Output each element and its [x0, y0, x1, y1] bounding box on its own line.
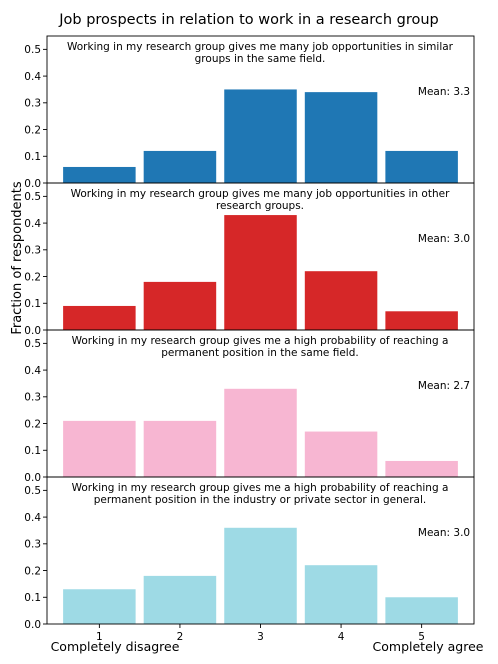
- y-tick-label: 0.3: [24, 392, 41, 404]
- y-tick-label: 0.5: [24, 44, 41, 56]
- y-tick-label: 0.2: [24, 418, 41, 430]
- bar-5: [385, 311, 458, 330]
- bar-1: [63, 589, 136, 624]
- x-caption-right: Completely agree: [373, 639, 484, 654]
- bar-5: [385, 460, 458, 477]
- y-tick-label: 0.2: [24, 271, 41, 283]
- bar-3: [224, 527, 297, 624]
- panel-3: 0.0 0.1 0.2 0.3 0.4 0.5 Working in my research…: [24, 329, 475, 484]
- x-tick-label: 4: [338, 631, 345, 643]
- bar-4: [304, 92, 378, 183]
- panel-2: 0.0 0.1 0.2 0.3 0.4 0.5 Working in my research…: [24, 182, 475, 337]
- bar-3: [224, 215, 297, 330]
- y-tick-label: 0.1: [24, 151, 41, 163]
- bar-2: [143, 150, 217, 183]
- bar-3: [224, 388, 297, 477]
- y-tick-label: 0.5: [24, 485, 41, 497]
- y-tick-label: 0.4: [24, 512, 41, 524]
- x-tick-label: 2: [177, 631, 184, 643]
- y-tick-label: 0.4: [24, 71, 41, 83]
- panel-statement-line: Working in my research group gives me a …: [72, 335, 449, 347]
- y-tick-label: 0.3: [24, 539, 41, 551]
- y-tick-label: 0.0: [24, 619, 41, 631]
- panel-statement-line: permanent position in the industry or pr…: [94, 494, 427, 506]
- y-tick-label: 0.1: [24, 445, 41, 457]
- bar-1: [63, 166, 136, 183]
- mean-label: Mean: 2.7: [418, 380, 470, 392]
- bar-4: [304, 271, 378, 330]
- y-tick-label: 0.1: [24, 592, 41, 604]
- bar-1: [63, 305, 136, 330]
- x-tick-label: 5: [418, 631, 425, 643]
- bar-4: [304, 565, 378, 624]
- panel-statement-line: research groups.: [216, 200, 304, 212]
- bar-3: [224, 89, 297, 183]
- mean-label: Mean: 3.0: [418, 527, 470, 539]
- x-tick-label: 1: [96, 631, 103, 643]
- mean-label: Mean: 3.0: [418, 233, 470, 245]
- panel-statement-line: permanent position in the same field.: [161, 347, 358, 359]
- y-tick-label: 0.4: [24, 218, 41, 230]
- y-tick-label: 0.4: [24, 365, 41, 377]
- y-tick-label: 0.0: [24, 472, 41, 484]
- panel-1: 0.0 0.1 0.2 0.3 0.4 0.5 Working in my research…: [24, 35, 475, 190]
- mean-label: Mean: 3.3: [418, 86, 470, 98]
- y-axis-label: Fraction of respondents: [10, 181, 25, 335]
- y-tick-label: 0.0: [24, 178, 41, 190]
- bar-1: [63, 420, 136, 477]
- panel-4: 0.0 0.1 0.2 0.3 0.4 0.5 Working in my research…: [24, 476, 475, 631]
- y-tick-label: 0.5: [24, 338, 41, 350]
- x-caption-left: Completely disagree: [51, 639, 180, 654]
- bar-4: [304, 431, 378, 477]
- panel-statement-line: groups in the same field.: [195, 53, 326, 65]
- y-tick-label: 0.3: [24, 245, 41, 257]
- y-tick-label: 0.5: [24, 191, 41, 203]
- y-tick-label: 0.2: [24, 124, 41, 136]
- chart-title: Job prospects in relation to work in a r…: [58, 12, 439, 28]
- bar-2: [143, 575, 217, 624]
- panels: 0.0 0.1 0.2 0.3 0.4 0.5 Working in my research…: [24, 35, 475, 631]
- y-tick-label: 0.2: [24, 565, 41, 577]
- panel-statement-line: Working in my research group gives me ma…: [67, 41, 454, 53]
- y-tick-label: 0.0: [24, 325, 41, 337]
- panel-statement-line: Working in my research group gives me a …: [72, 482, 449, 494]
- bar-5: [385, 597, 458, 624]
- y-tick-label: 0.3: [24, 98, 41, 110]
- x-axis: 1 2 3 4 5: [96, 624, 425, 643]
- bar-2: [143, 420, 217, 477]
- x-tick-label: 3: [257, 631, 264, 643]
- bar-5: [385, 150, 458, 183]
- bar-2: [143, 281, 217, 330]
- y-tick-label: 0.1: [24, 298, 41, 310]
- panel-statement-line: Working in my research group gives me ma…: [71, 188, 450, 200]
